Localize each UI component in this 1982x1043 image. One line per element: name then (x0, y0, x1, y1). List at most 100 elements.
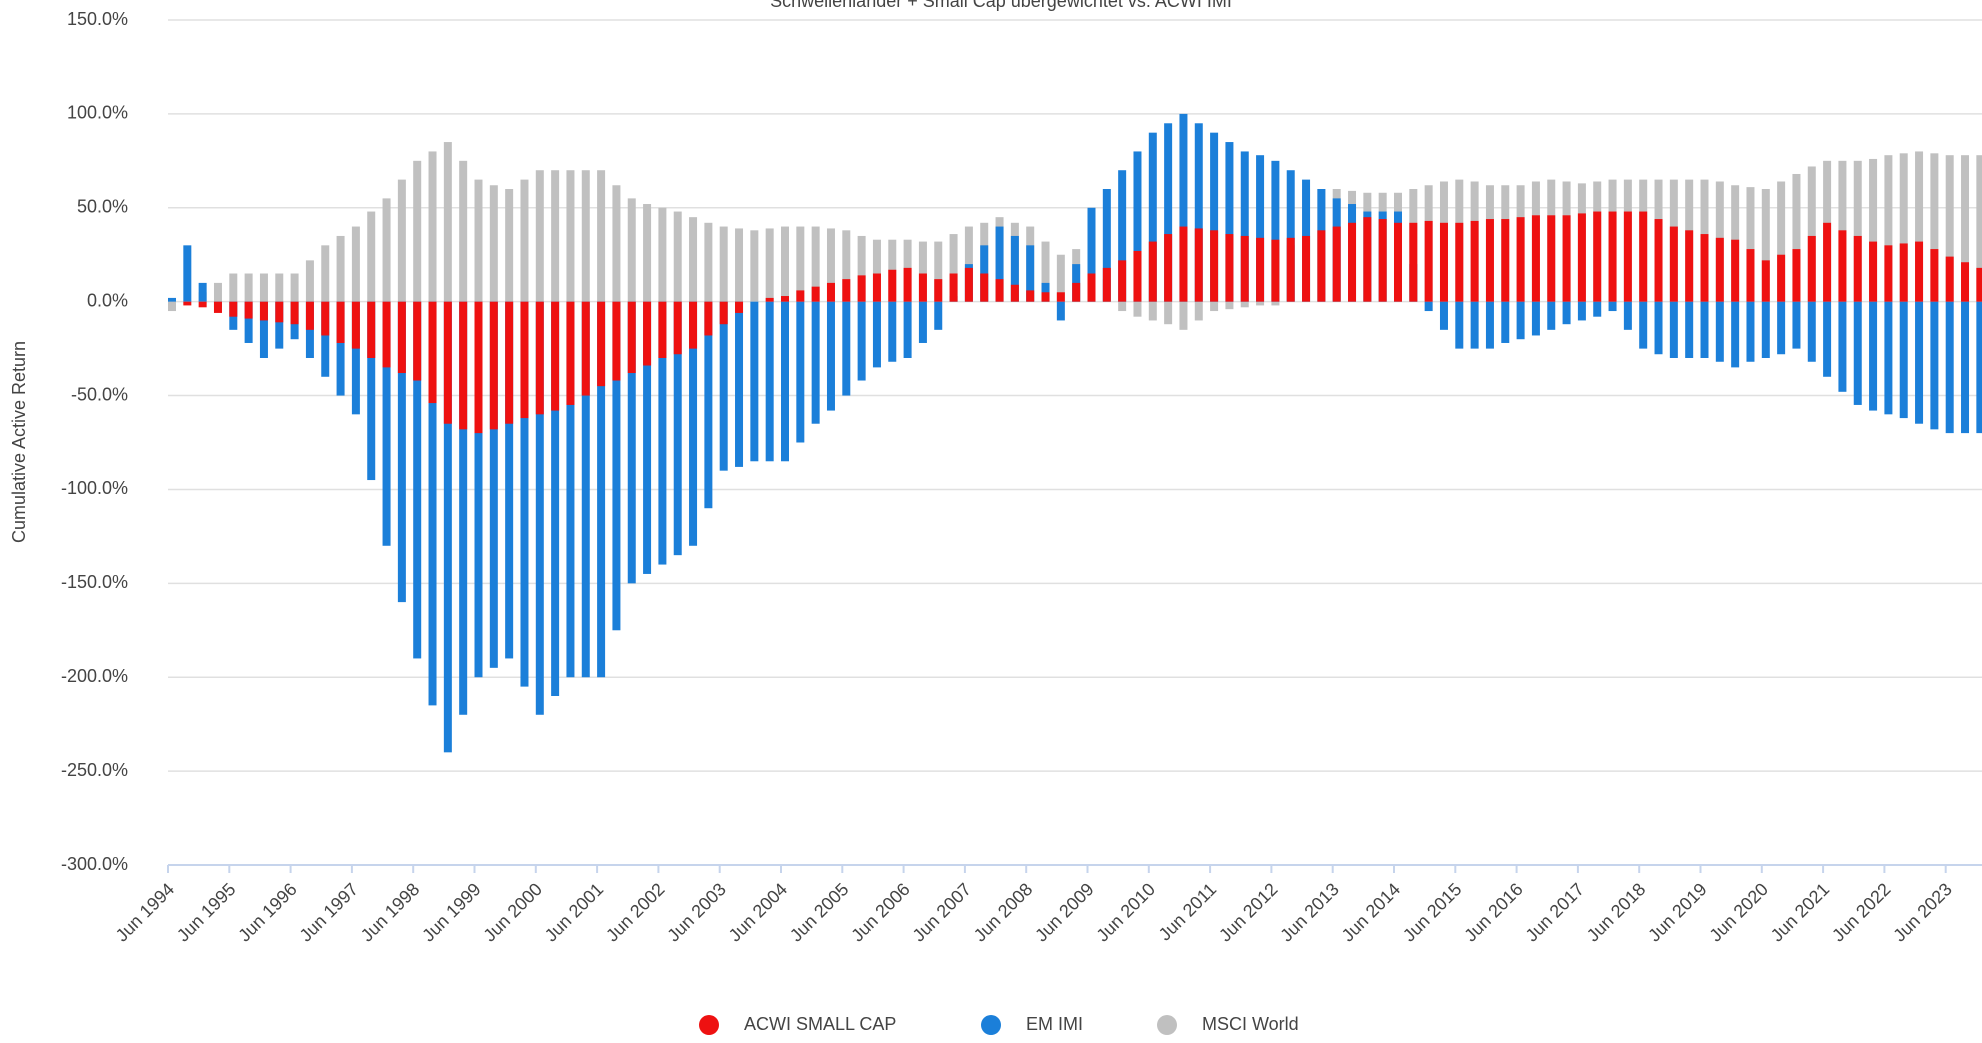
bar (1256, 237, 1265, 302)
bar (1807, 301, 1816, 362)
bar (673, 301, 682, 556)
x-tick-label: Jun 1997 (296, 879, 363, 946)
bar (1761, 189, 1770, 302)
bar (1164, 301, 1173, 325)
bar (1133, 301, 1142, 317)
bar (1363, 217, 1372, 302)
bar (1792, 173, 1801, 302)
bar (612, 301, 621, 631)
bar (1271, 239, 1280, 302)
bar (551, 170, 560, 302)
x-tick-label: Jun 2009 (1031, 879, 1098, 946)
bar (1884, 301, 1893, 415)
bar (1608, 301, 1617, 312)
bar (1087, 207, 1096, 302)
bar (382, 198, 391, 302)
bar (597, 301, 606, 387)
bar (1225, 301, 1234, 310)
bar (1179, 113, 1188, 302)
bar (474, 301, 483, 434)
chart-title: Schwellenländer + Small Cap übergewichte… (770, 0, 1232, 11)
bar (1853, 235, 1862, 302)
bar (1424, 301, 1433, 312)
bar (1961, 155, 1970, 302)
bar (1915, 151, 1924, 302)
bar (1010, 284, 1019, 302)
bar (1133, 151, 1142, 302)
bar (1593, 211, 1602, 302)
bar (857, 275, 866, 302)
bar (934, 279, 943, 302)
x-tick-label: Jun 2010 (1092, 879, 1159, 946)
x-tick-label: Jun 2007 (909, 879, 976, 946)
y-tick-label: -250.0% (61, 760, 128, 780)
bar (1470, 220, 1479, 302)
bar (1164, 123, 1173, 302)
bar (1010, 235, 1019, 302)
bar (612, 301, 621, 381)
bar (336, 301, 345, 343)
bar (1332, 226, 1341, 302)
y-tick-label: -300.0% (61, 854, 128, 874)
bar (995, 226, 1004, 302)
bar (903, 267, 912, 302)
bar (673, 211, 682, 302)
bar (1225, 142, 1234, 302)
bar (244, 301, 253, 343)
x-tick-label: Jun 2001 (541, 879, 608, 946)
bar (290, 301, 299, 325)
bar (428, 301, 437, 706)
bar (872, 273, 881, 302)
bar (872, 301, 881, 368)
bar (229, 301, 238, 317)
y-tick-label: 150.0% (67, 9, 128, 29)
bar (1378, 219, 1387, 302)
bar (995, 279, 1004, 302)
x-tick-label: Jun 1996 (234, 879, 301, 946)
bar (1547, 301, 1556, 330)
bar (1087, 273, 1096, 302)
bar (1118, 260, 1127, 302)
bar (765, 228, 774, 302)
bar (1945, 301, 1954, 434)
bar (842, 230, 851, 302)
bar (658, 301, 667, 565)
bar (198, 301, 207, 308)
bar (275, 273, 284, 302)
bar (1884, 245, 1893, 302)
bar (1439, 222, 1448, 302)
bar (1899, 243, 1908, 302)
bar (964, 267, 973, 302)
bar (781, 226, 789, 302)
x-tick-label: Jun 2023 (1889, 879, 1956, 946)
bar (244, 301, 253, 319)
bar (1777, 254, 1786, 302)
bar (290, 273, 299, 302)
x-tick-label: Jun 2015 (1399, 879, 1466, 946)
bar (704, 301, 713, 336)
bar (1286, 237, 1295, 302)
bar (627, 198, 636, 302)
bar (1639, 301, 1648, 349)
bar (658, 301, 667, 358)
bar (397, 179, 406, 302)
x-tick-label: Jun 2013 (1276, 879, 1343, 946)
bar (903, 301, 912, 358)
bar (888, 269, 897, 302)
bar (535, 301, 544, 715)
bar (1807, 166, 1816, 302)
bar (459, 160, 468, 302)
bar (1976, 155, 1982, 302)
bar (1485, 219, 1494, 302)
bar (336, 235, 345, 302)
bar (428, 151, 437, 302)
bar (1792, 301, 1801, 349)
bar (321, 245, 330, 302)
bars (168, 113, 1982, 753)
bar (826, 301, 835, 411)
bar (1961, 262, 1970, 302)
x-tick-label: Jun 2004 (725, 879, 792, 946)
bar (1133, 250, 1142, 302)
bar (413, 301, 422, 659)
